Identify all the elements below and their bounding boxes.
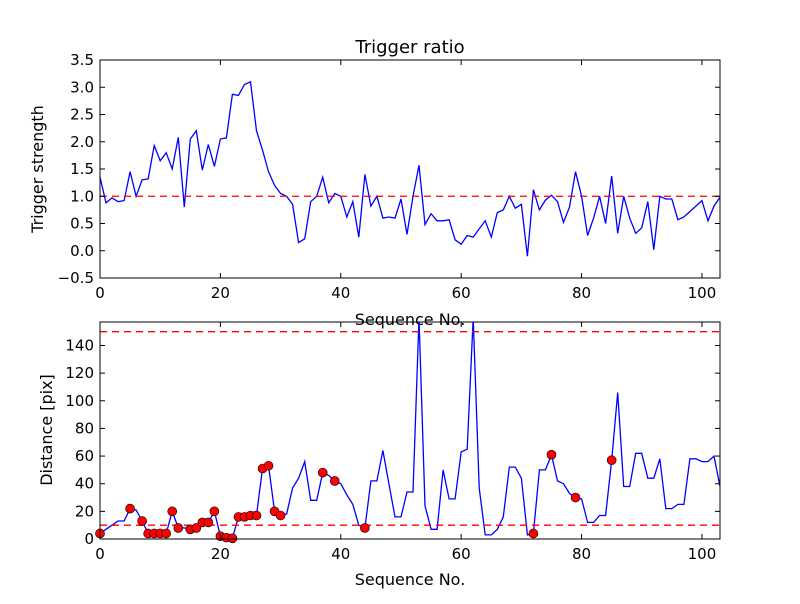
x-tick-label: 100 [688, 545, 717, 563]
data-point-marker [528, 528, 539, 539]
data-point-marker [570, 492, 581, 503]
data-point-marker [125, 503, 135, 514]
data-point-marker [251, 510, 262, 521]
series-line-trigger-strength [100, 80, 720, 257]
y-tick-label: 20 [75, 502, 94, 520]
x-tick-label: 20 [211, 545, 230, 563]
data-point-marker [203, 517, 214, 528]
y-tick-label: 100 [65, 392, 94, 410]
data-point-marker [161, 528, 172, 539]
distance-axes: Sequence No. Distance [pix] 0 20 40 60 80 100… [37, 321, 721, 589]
x-tick-label: 60 [452, 284, 471, 302]
data-point-marker [329, 476, 340, 486]
y-tick-label: 1.5 [70, 160, 94, 178]
data-point-marker [606, 455, 617, 466]
data-point-marker [317, 467, 328, 478]
y-axis-label: Trigger strength [28, 105, 47, 234]
x-tick-label: 100 [688, 284, 717, 302]
x-axis-label: Sequence No. [355, 310, 466, 329]
y-tick-label: 120 [65, 364, 94, 382]
y-tick-label: 0 [84, 530, 94, 548]
y-tick-label: 60 [75, 447, 94, 465]
y-tick-label: 80 [75, 419, 94, 437]
y-axis-label: Distance [pix] [37, 374, 56, 486]
series-line-distance [100, 322, 720, 539]
y-tick-label: 0.5 [70, 215, 94, 233]
trigger-ratio-axes: Trigger ratio Sequence No. Trigger stren… [28, 37, 721, 329]
y-tick-label: 1.0 [70, 187, 94, 205]
plot-area [100, 80, 720, 257]
x-tick-label: 80 [572, 284, 591, 302]
data-point-marker [209, 506, 220, 517]
x-axis-label: Sequence No. [355, 570, 466, 589]
x-tick-label: 80 [572, 545, 591, 563]
y-tick-label: 0.0 [70, 242, 94, 260]
x-tick-label: 0 [95, 284, 105, 302]
y-tick-label: 3.5 [70, 51, 94, 69]
x-tick-label: 60 [452, 545, 471, 563]
y-tick-label: 140 [65, 336, 94, 354]
y-tick-label: −0.5 [58, 269, 94, 287]
y-tick-label: 2.0 [70, 133, 94, 151]
x-tick-label: 0 [95, 545, 105, 563]
y-tick-label: 40 [75, 475, 94, 493]
data-point-marker [191, 523, 202, 533]
axes-frame [99, 59, 721, 279]
plot-area [100, 322, 720, 539]
data-point-marker [546, 449, 557, 460]
data-point-marker [137, 516, 147, 526]
data-point-marker [275, 510, 286, 521]
x-tick-label: 40 [331, 545, 350, 563]
x-tick-label: 40 [331, 284, 350, 302]
data-point-marker [173, 523, 184, 533]
x-tick-label: 20 [211, 284, 230, 302]
chart-title: Trigger ratio [354, 37, 464, 58]
data-point-marker [167, 506, 178, 517]
data-point-marker [263, 460, 274, 471]
data-point-marker [360, 523, 370, 533]
data-point-marker [227, 533, 238, 544]
y-tick-label: 3.0 [70, 78, 94, 96]
axes-frame [99, 321, 721, 540]
y-tick-label: 2.5 [70, 106, 94, 124]
